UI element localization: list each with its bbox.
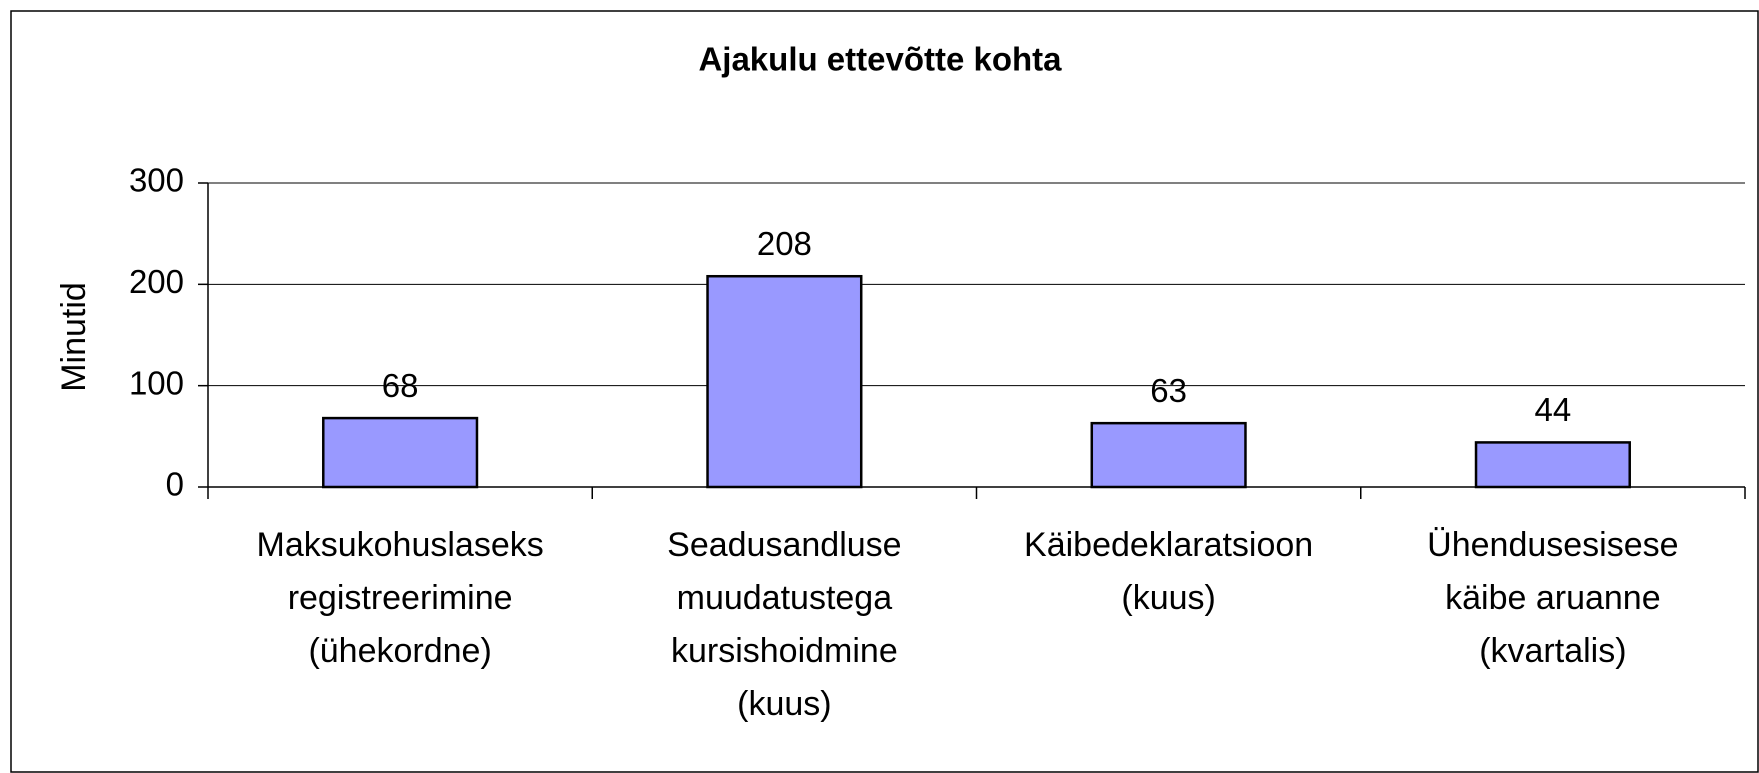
y-tick-label: 0 xyxy=(166,466,184,503)
value-label: 208 xyxy=(757,225,812,262)
x-tick-label: (kuus) xyxy=(737,685,831,723)
bar xyxy=(706,274,863,489)
y-tick-label: 100 xyxy=(129,364,184,401)
x-tick-label: käibe aruanne xyxy=(1445,579,1661,617)
x-tick-label: Ühendusesisese xyxy=(1427,526,1678,564)
x-tick-label: kursishoidmine xyxy=(671,632,898,670)
y-axis-label: Minutid xyxy=(55,282,93,392)
bar xyxy=(1474,441,1631,489)
x-tick-label: (kuus) xyxy=(1121,579,1215,617)
chart-title: Ajakulu ettevõtte kohta xyxy=(698,41,1062,78)
chart-border xyxy=(10,10,1759,773)
x-tick-label: (ühekordne) xyxy=(308,632,491,670)
bar xyxy=(1090,421,1247,489)
x-tick-label: Maksukohuslaseks xyxy=(257,526,544,564)
x-tick-label: registreerimine xyxy=(288,579,513,617)
x-tick-label: Käibedeklaratsioon xyxy=(1024,526,1313,564)
value-label: 44 xyxy=(1535,391,1572,428)
x-tick-label: Seadusandluse xyxy=(667,526,901,564)
x-tick-label: muudatustega xyxy=(677,579,893,617)
value-label: 63 xyxy=(1150,372,1187,409)
y-tick-label: 200 xyxy=(129,263,184,300)
x-tick-label: (kvartalis) xyxy=(1479,632,1626,670)
y-tick-label: 300 xyxy=(129,162,184,199)
value-label: 68 xyxy=(382,367,419,404)
bar xyxy=(322,416,479,489)
